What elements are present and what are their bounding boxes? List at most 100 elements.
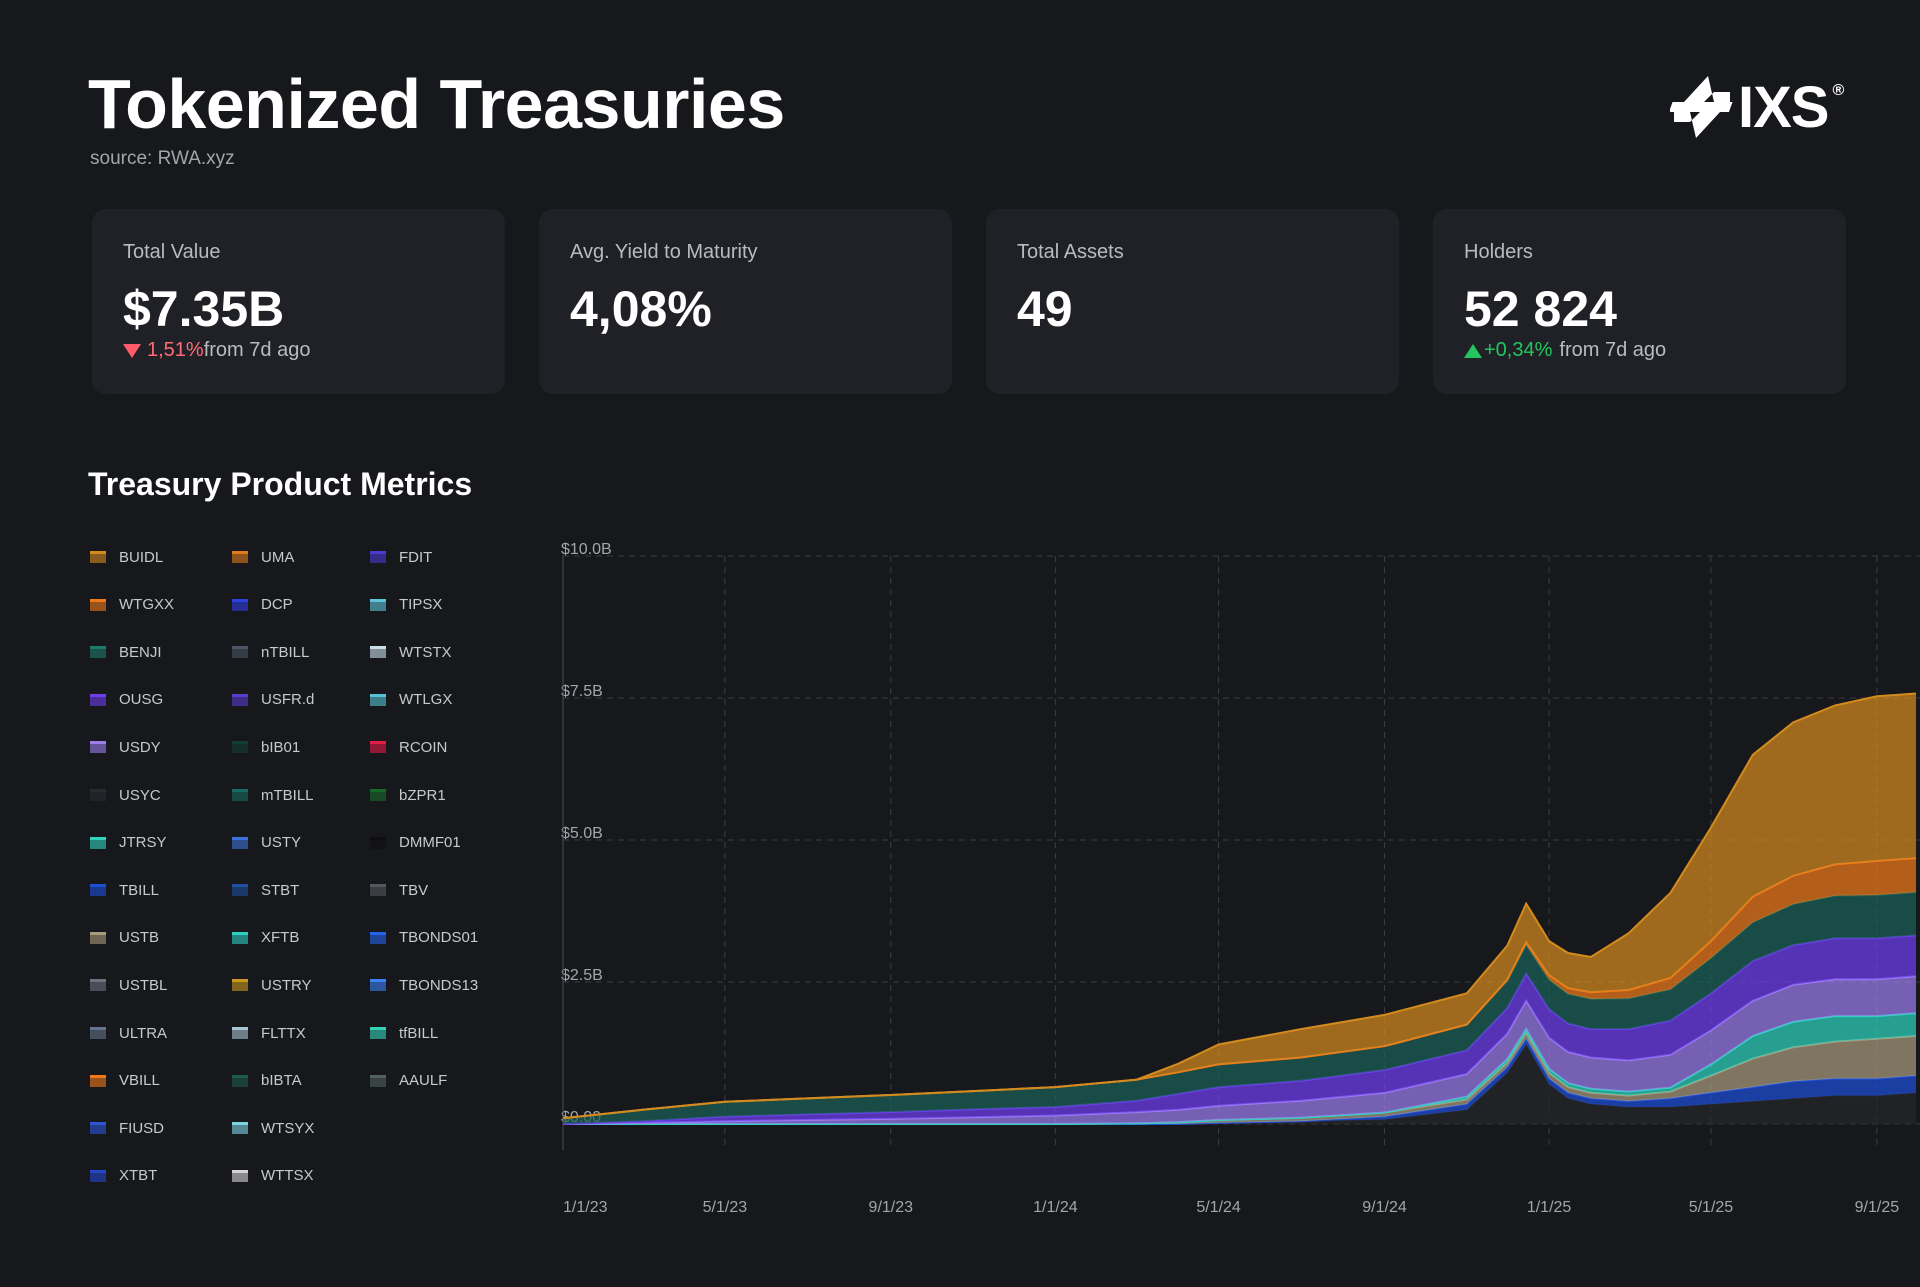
legend-item[interactable]: USTBL [90,975,167,995]
legend-item[interactable]: USTY [232,833,301,853]
legend-swatch [370,646,386,659]
legend-item[interactable]: mTBILL [232,785,314,805]
legend-item[interactable]: USDY [90,737,161,757]
legend-swatch [90,1122,106,1135]
legend-item[interactable]: TBONDS13 [370,975,478,995]
legend-item[interactable]: WTTSX [232,1166,314,1186]
legend-label: TBILL [119,881,160,899]
legend-swatch [370,836,386,849]
page-title: Tokenized Treasuries [88,65,785,143]
change-suffix: from 7d ago [1559,339,1667,361]
legend-label: USFR.d [261,691,315,709]
legend-label: mTBILL [261,786,314,804]
legend-label: WTSYX [261,1119,315,1137]
area-benji [563,892,1916,1124]
legend-item[interactable]: OUSG [90,690,163,710]
legend-swatch [370,551,386,563]
legend-item[interactable]: bIB01 [232,737,300,757]
card-change: +0,34% from 7d ago [1464,339,1666,362]
ixs-logo: IXS ® [1670,74,1850,140]
legend-swatch [90,979,106,992]
y-tick-label: $5.0B [561,825,603,842]
legend-label: UMA [261,548,295,566]
legend-swatch [232,598,248,611]
legend-item[interactable]: TBONDS01 [370,928,478,948]
legend-label: BENJI [119,643,162,661]
legend-item[interactable]: DMMF01 [370,833,461,853]
legend-label: XFTB [261,929,300,947]
legend-label: TBONDS01 [399,929,479,947]
card-label: Holders [1464,241,1533,263]
legend-swatch [370,1074,386,1087]
legend-swatch [90,789,106,801]
legend-item[interactable]: tfBILL [370,1023,438,1043]
legend-swatch [90,1074,106,1087]
legend-label: USDY [119,738,161,756]
legend-item[interactable]: TBV [370,880,428,900]
legend-label: bIB01 [261,738,301,756]
legend-label: VBILL [119,1072,160,1090]
legend-item[interactable]: BENJI [90,642,162,662]
legend-item[interactable]: JTRSY [90,833,167,853]
legend-item[interactable]: bZPR1 [370,785,446,805]
legend-item[interactable]: USTB [90,928,159,948]
legend-item[interactable]: FLTTX [232,1023,306,1043]
legend-item[interactable]: DCP [232,595,293,615]
legend-item[interactable]: USTRY [232,975,312,995]
card-value: 49 [1017,281,1073,337]
change-percent: +0,34% [1484,339,1553,361]
legend-item[interactable]: FIUSD [90,1118,164,1138]
y-tick-label: $7.5B [561,683,603,700]
legend-item[interactable]: WTSYX [232,1118,314,1138]
legend-label: USTB [119,929,160,947]
legend-label: FDIT [399,548,433,566]
legend-item[interactable]: XTBT [90,1166,157,1186]
legend-item[interactable]: ULTRA [90,1023,167,1043]
legend-label: tfBILL [399,1024,439,1042]
legend-label: FIUSD [119,1119,164,1137]
legend-swatch [90,836,106,849]
legend-label: bIBTA [261,1072,302,1090]
card-holders: Holders 52 824 +0,34% from 7d ago [1433,209,1846,394]
legend-swatch [90,646,106,659]
legend-item[interactable]: USYC [90,785,161,805]
legend-item[interactable]: VBILL [90,1071,160,1091]
legend-label: USYC [119,786,161,804]
legend-item[interactable]: WTLGX [370,690,452,710]
x-tick-label: 5/1/23 [703,1199,748,1216]
legend-label: WTGXX [119,596,174,614]
legend-item[interactable]: TBILL [90,880,159,900]
area-usyc [563,1044,1916,1124]
legend-swatch [90,1027,106,1039]
legend-swatch [232,1074,248,1087]
legend-item[interactable]: STBT [232,880,299,900]
card-label: Total Assets [1017,241,1124,263]
legend-label: TBV [399,881,429,899]
legend-item[interactable]: RCOIN [370,737,447,757]
card-label: Total Value [123,241,221,263]
legend-swatch [232,646,248,659]
card-value: 52 824 [1464,281,1617,337]
legend-swatch [370,931,386,944]
legend-label: STBT [261,881,300,899]
legend-swatch [90,693,106,706]
legend-swatch [232,836,248,849]
legend-label: DCP [261,596,293,614]
area-wtgxx [563,858,1916,1119]
legend-label: USTRY [261,976,312,994]
legend-swatch [370,598,386,611]
legend-item[interactable]: TIPSX [370,595,442,615]
legend-item[interactable]: WTGXX [90,595,174,615]
legend-swatch [90,598,106,611]
legend-item[interactable]: WTSTX [370,642,452,662]
legend-item[interactable]: USFR.d [232,690,314,710]
legend-label: AAULF [399,1072,448,1090]
legend-item[interactable]: BUIDL [90,547,163,567]
legend-item[interactable]: FDIT [370,547,432,567]
legend-item[interactable]: XFTB [232,928,299,948]
legend-item[interactable]: AAULF [370,1071,447,1091]
legend-item[interactable]: UMA [232,547,294,567]
legend-item[interactable]: bIBTA [232,1071,302,1091]
legend-swatch [370,884,386,897]
legend-item[interactable]: nTBILL [232,642,309,662]
